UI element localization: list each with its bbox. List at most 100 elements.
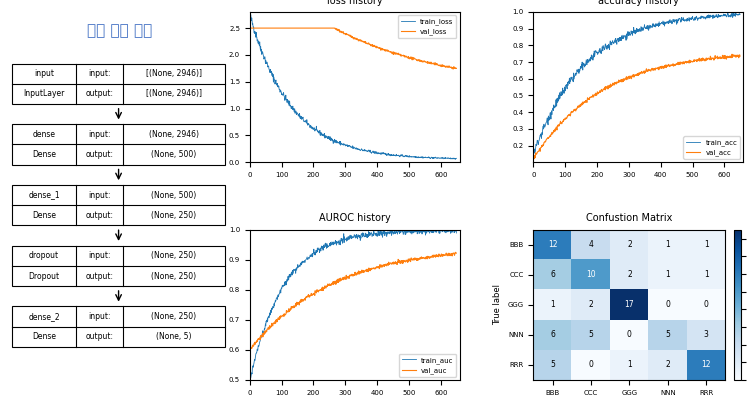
val_auc xyxy=(451,250,460,255)
train_auc xyxy=(408,230,417,235)
Text: 1: 1 xyxy=(550,300,555,309)
Text: 0: 0 xyxy=(627,330,632,340)
val_acc xyxy=(529,158,538,163)
val_acc xyxy=(632,73,641,78)
Text: 6: 6 xyxy=(550,270,555,279)
Text: 2: 2 xyxy=(627,240,632,249)
val_auc xyxy=(348,272,357,277)
Text: output:: output: xyxy=(86,211,113,220)
val_loss xyxy=(246,26,255,30)
train_loss xyxy=(407,155,416,160)
Text: 1: 1 xyxy=(704,270,709,279)
val_acc xyxy=(672,61,681,66)
val_auc xyxy=(389,260,398,264)
Text: dense_2: dense_2 xyxy=(28,312,60,321)
Legend: train_auc, val_auc: train_auc, val_auc xyxy=(399,354,457,376)
FancyBboxPatch shape xyxy=(12,306,225,347)
val_loss xyxy=(378,48,387,52)
val_auc xyxy=(407,257,416,262)
val_auc xyxy=(452,251,461,256)
val_loss xyxy=(452,66,461,71)
train_loss xyxy=(300,118,309,123)
Text: output:: output: xyxy=(86,89,113,98)
val_auc xyxy=(300,296,309,301)
train_loss xyxy=(348,146,357,150)
Text: 0: 0 xyxy=(589,360,593,370)
Y-axis label: True label: True label xyxy=(493,284,502,325)
train_auc xyxy=(348,235,357,240)
Text: 5: 5 xyxy=(589,330,593,340)
train_acc xyxy=(675,16,684,21)
Text: 모델 계층 구조: 모델 계층 구조 xyxy=(87,23,152,38)
train_loss xyxy=(389,152,398,157)
val_loss xyxy=(448,67,457,72)
train_loss xyxy=(246,11,255,16)
Text: 1: 1 xyxy=(665,240,670,249)
Title: accuracy history: accuracy history xyxy=(598,0,679,6)
train_acc xyxy=(584,58,593,63)
Line: val_auc: val_auc xyxy=(250,252,457,350)
val_loss xyxy=(389,52,398,57)
Text: 2: 2 xyxy=(627,270,632,279)
val_loss xyxy=(348,34,357,39)
val_acc xyxy=(584,97,593,102)
Text: 0: 0 xyxy=(665,300,670,309)
val_acc xyxy=(728,52,737,57)
Text: 0: 0 xyxy=(704,300,709,309)
val_auc xyxy=(392,262,401,266)
train_loss xyxy=(378,150,387,155)
Text: 1: 1 xyxy=(704,240,709,249)
train_acc xyxy=(735,12,744,17)
train_acc xyxy=(529,152,538,156)
Line: val_loss: val_loss xyxy=(250,28,457,69)
Line: train_auc: train_auc xyxy=(250,230,457,380)
train_acc xyxy=(731,10,740,15)
Text: Dense: Dense xyxy=(32,332,56,341)
Title: loss history: loss history xyxy=(327,0,383,6)
Text: dense: dense xyxy=(32,130,56,139)
train_acc xyxy=(632,28,641,32)
train_auc xyxy=(389,231,398,236)
FancyBboxPatch shape xyxy=(12,64,225,104)
val_acc xyxy=(735,54,744,58)
train_loss xyxy=(451,157,460,162)
FancyBboxPatch shape xyxy=(12,185,225,226)
Text: (None, 500): (None, 500) xyxy=(152,150,197,159)
train_auc xyxy=(378,233,387,238)
Text: 2: 2 xyxy=(665,360,670,370)
Text: 6: 6 xyxy=(550,330,555,340)
Text: 3: 3 xyxy=(704,330,709,340)
Line: train_loss: train_loss xyxy=(250,14,457,159)
Text: input:: input: xyxy=(88,312,110,321)
Text: 10: 10 xyxy=(587,270,596,279)
train_auc xyxy=(300,260,309,265)
val_acc xyxy=(662,64,671,69)
Text: (None, 250): (None, 250) xyxy=(152,272,197,280)
train_acc xyxy=(672,18,681,22)
Text: 5: 5 xyxy=(665,330,670,340)
train_auc xyxy=(390,227,399,232)
Text: dense_1: dense_1 xyxy=(28,190,60,200)
Title: Confustion Matrix: Confustion Matrix xyxy=(587,214,673,224)
train_auc xyxy=(246,378,255,382)
Text: InputLayer: InputLayer xyxy=(23,89,65,98)
Text: output:: output: xyxy=(86,150,113,159)
Text: dropout: dropout xyxy=(29,251,59,260)
Text: 1: 1 xyxy=(665,270,670,279)
val_acc xyxy=(691,58,700,63)
Text: [(None, 2946)]: [(None, 2946)] xyxy=(146,69,202,78)
Text: 4: 4 xyxy=(589,240,593,249)
Text: output:: output: xyxy=(86,332,113,341)
Text: (None, 250): (None, 250) xyxy=(152,312,197,321)
Text: 2: 2 xyxy=(589,300,593,309)
FancyBboxPatch shape xyxy=(12,124,225,165)
val_loss xyxy=(407,56,416,61)
train_acc xyxy=(662,20,671,25)
val_auc xyxy=(378,263,387,268)
Title: AUROC history: AUROC history xyxy=(319,214,391,224)
val_auc xyxy=(246,347,255,352)
Text: Dense: Dense xyxy=(32,150,56,159)
Text: 17: 17 xyxy=(625,300,635,309)
Text: input: input xyxy=(34,69,54,78)
val_loss xyxy=(392,52,401,56)
